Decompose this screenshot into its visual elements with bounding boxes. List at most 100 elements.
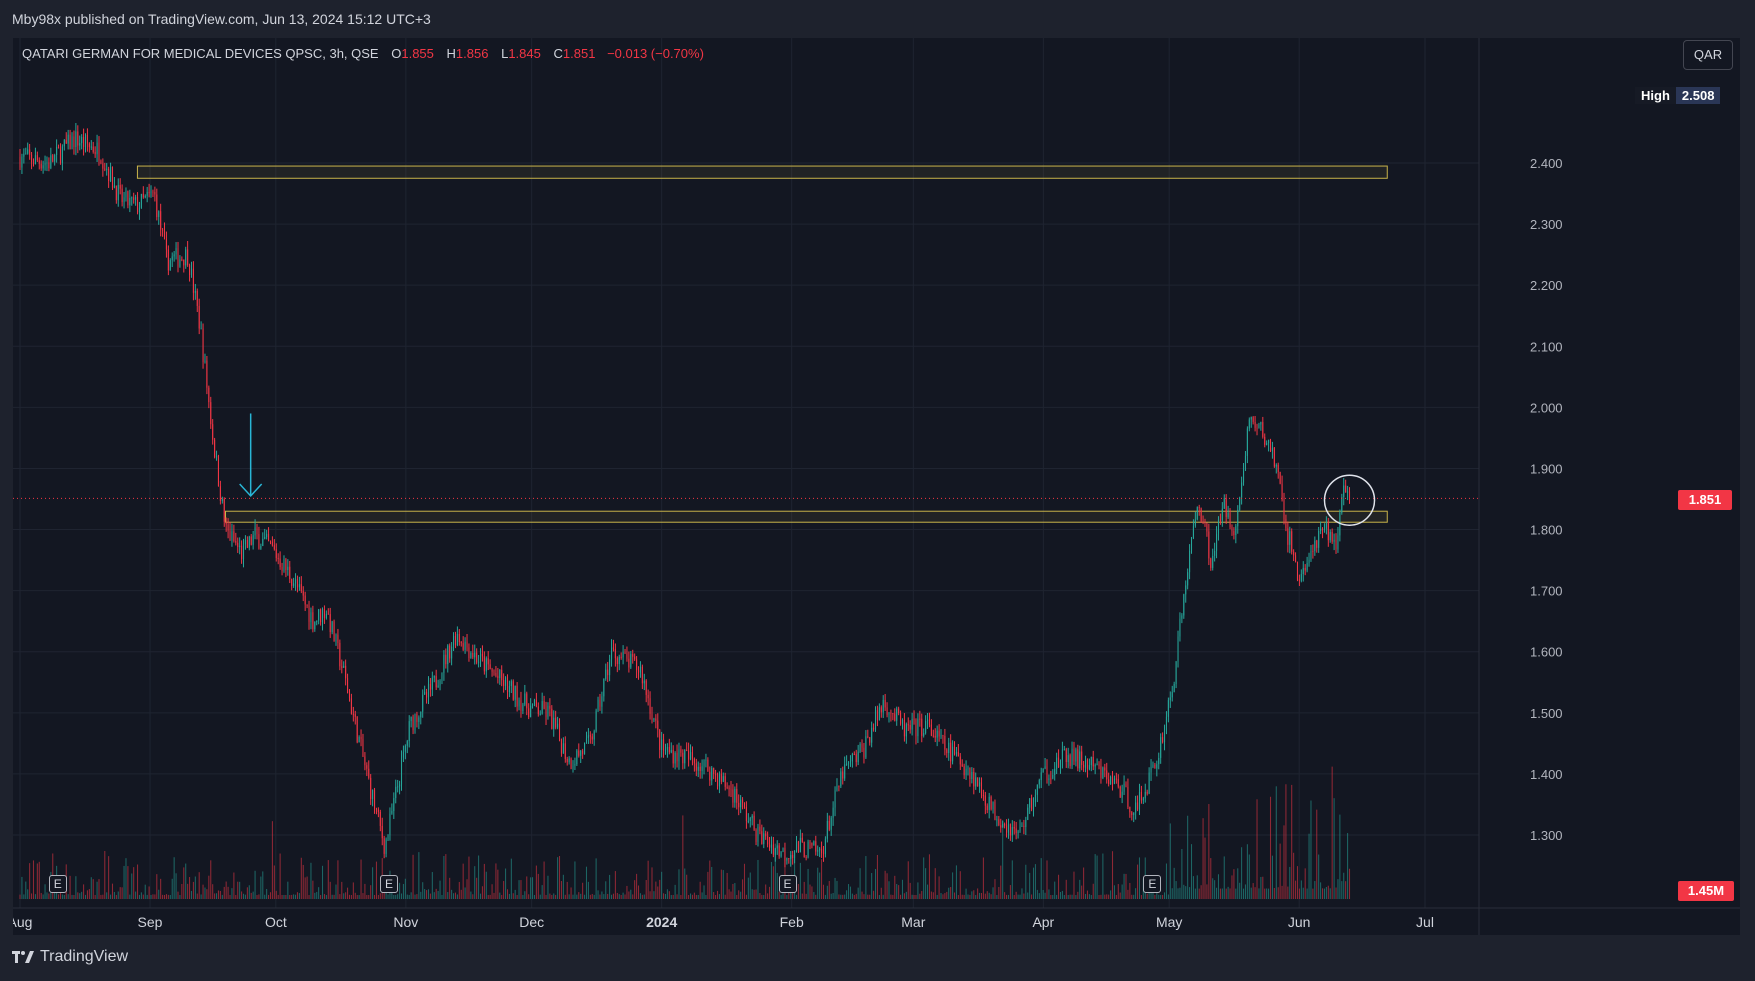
volume-bar [830,893,832,899]
candle-body [1034,794,1036,803]
candle-body [227,524,229,531]
candle-body [568,758,570,763]
high-label: H [446,46,456,61]
currency-button[interactable]: QAR [1683,40,1733,70]
x-tick-label: Feb [780,914,804,930]
candle-body [1027,807,1029,820]
volume-bar [626,885,628,899]
volume-bar [905,891,907,899]
volume-bar [102,894,104,899]
candle-body [541,701,543,714]
candle-body [293,583,295,586]
earnings-marker[interactable]: E [380,875,399,893]
volume-bar [1069,894,1071,899]
high-marker: High 2.508 [1635,87,1721,106]
volume-bar [479,893,482,899]
volume-bar [460,889,462,899]
candle-body [539,713,541,715]
volume-bar [127,866,129,899]
candle-body [969,767,971,780]
volume-bar [100,894,102,899]
volume-bar [699,881,701,899]
candle-body [100,160,102,164]
candle-body [651,713,653,721]
x-tick-label: May [1156,914,1182,930]
candle-body [1320,528,1322,531]
candle-body [1040,772,1042,781]
volume-bar [659,879,661,899]
candle-body [1316,540,1318,548]
volume-bar [29,863,31,899]
candle-body [1233,531,1235,536]
candle-body [898,708,900,713]
volume-bar [1102,853,1104,899]
candle-body [23,153,25,157]
volume-bar [1133,894,1135,899]
volume-bar [948,887,950,899]
candle-body [271,541,273,546]
volume-bar [177,891,179,899]
volume-bar [778,892,780,899]
candle-body [1073,748,1075,762]
volume-bar [137,864,139,899]
volume-bar [1308,833,1310,899]
chart-area[interactable]: 2.400 2.300 2.200 2.100 2.000 1.900 1.800 1.700… [13,38,1740,935]
candle-body [543,701,545,709]
volume-bar [1223,856,1225,899]
candle-body [61,146,63,163]
volume-bar [443,856,445,899]
candle-body [345,665,347,679]
candle-body [1044,766,1046,769]
volume-bar [980,893,983,899]
volume-bar [1277,887,1279,899]
candle-body [973,771,975,787]
price-chart[interactable]: 2.400 2.300 2.200 2.100 2.000 1.900 1.800 1.700… [13,38,1740,935]
earnings-marker[interactable]: E [48,875,67,893]
candle-body [861,744,863,748]
candle-body [360,736,362,740]
candle-body [639,666,641,673]
candle-body [1063,749,1065,751]
candle-body [1312,551,1314,553]
candle-body [1050,778,1052,780]
candle-body [716,775,719,787]
candle-body [327,613,329,615]
volume-bar [1075,895,1077,899]
volume-bar [913,894,915,899]
volume-bar [826,885,828,899]
volume-bar [231,888,233,899]
earnings-marker[interactable]: E [778,875,797,893]
volume-bar [40,892,42,899]
candle-body [418,717,420,722]
volume-bar [453,893,455,899]
candle-body [216,456,218,458]
candle-body [202,328,204,362]
volume-bar [716,890,719,899]
volume-bar [923,857,925,899]
candle-body [1190,537,1193,551]
volume-bar [1252,883,1254,899]
candle-body [102,163,104,169]
volume-bar [819,872,821,899]
candle-body [88,143,90,147]
candle-body [19,156,21,168]
candle-body [971,771,973,780]
earnings-marker[interactable]: E [1143,875,1162,893]
candle-body [878,707,880,721]
volume-bar [320,894,322,899]
volume-bar [431,872,433,899]
volume-bar [148,886,150,899]
tradingview-logo[interactable]: TradingView [12,948,128,966]
volume-bar [1029,872,1031,899]
volume-bar [728,889,730,899]
candle-body [730,789,732,791]
y-tick-label: 2.400 [1530,156,1563,171]
volume-bar [34,894,36,899]
volume-bar [705,894,707,899]
candle-body [1144,791,1146,799]
candle-body [528,708,530,718]
arrow-head [239,483,263,498]
candle-body [1348,491,1351,499]
candle-body [965,768,967,776]
volume-bar [106,892,108,899]
